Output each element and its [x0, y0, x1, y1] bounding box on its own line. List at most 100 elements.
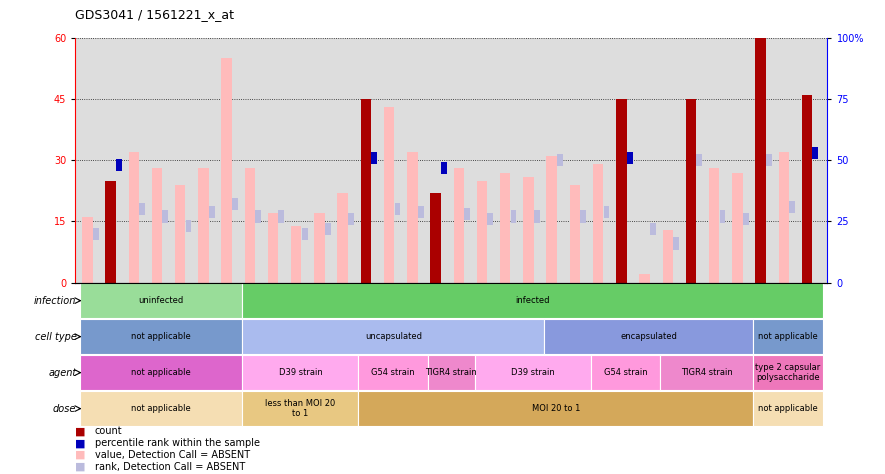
Bar [523, 177, 534, 283]
Bar [325, 223, 331, 235]
Text: less than MOI 20
to 1: less than MOI 20 to 1 [266, 399, 335, 419]
Text: encapsulated: encapsulated [620, 332, 677, 341]
Bar [255, 210, 261, 223]
Bar [151, 168, 162, 283]
Bar [337, 193, 348, 283]
Bar [789, 207, 795, 283]
Text: dose: dose [53, 403, 76, 414]
Bar [766, 160, 772, 283]
Text: ■: ■ [75, 450, 86, 460]
Text: cell type: cell type [35, 332, 76, 342]
Bar [268, 213, 278, 283]
Bar [242, 283, 823, 318]
Bar [372, 158, 377, 283]
Bar [441, 162, 447, 174]
Bar [465, 208, 470, 220]
Bar [696, 160, 702, 283]
Bar [743, 219, 749, 283]
Bar [139, 203, 145, 215]
Bar [743, 213, 749, 225]
Bar [673, 244, 679, 283]
Bar [186, 220, 191, 232]
Bar [534, 217, 540, 283]
Bar [604, 212, 610, 283]
Bar [116, 159, 122, 171]
Bar [660, 356, 753, 390]
Bar [627, 158, 633, 283]
Bar [789, 201, 795, 213]
Bar [511, 210, 517, 223]
Bar [242, 319, 544, 354]
Text: not applicable: not applicable [758, 404, 818, 413]
Text: infection: infection [34, 296, 76, 306]
Bar [593, 164, 604, 283]
Bar [279, 210, 284, 223]
Text: not applicable: not applicable [131, 368, 191, 377]
Bar [604, 206, 610, 218]
Text: percentile rank within the sample: percentile rank within the sample [95, 438, 259, 448]
Bar [639, 274, 650, 283]
Bar [686, 99, 696, 283]
Bar [581, 217, 586, 283]
Bar [616, 99, 627, 283]
Text: infected: infected [515, 296, 550, 305]
Text: rank, Detection Call = ABSENT: rank, Detection Call = ABSENT [95, 462, 245, 472]
Text: agent: agent [48, 368, 76, 378]
Bar [557, 154, 563, 166]
Bar [209, 206, 215, 218]
Bar [82, 218, 93, 283]
Bar [696, 154, 702, 166]
Text: D39 strain: D39 strain [511, 368, 555, 377]
Bar [175, 185, 185, 283]
Bar [361, 99, 371, 283]
Bar [581, 210, 586, 223]
Bar [477, 181, 488, 283]
Text: not applicable: not applicable [131, 332, 191, 341]
Text: TIGR4 strain: TIGR4 strain [681, 368, 733, 377]
Bar [418, 206, 424, 218]
Bar [358, 392, 753, 426]
Text: G54 strain: G54 strain [372, 368, 415, 377]
Bar [511, 217, 517, 283]
Bar [221, 58, 232, 283]
Bar [348, 219, 354, 283]
Bar [590, 356, 660, 390]
Bar [116, 165, 122, 283]
Bar [544, 319, 753, 354]
Bar [255, 217, 261, 283]
Bar [500, 173, 511, 283]
Bar [673, 237, 679, 250]
Bar [93, 228, 98, 240]
Bar [105, 181, 116, 283]
Bar [709, 168, 720, 283]
Bar [348, 213, 354, 225]
Bar [627, 152, 633, 164]
Text: G54 strain: G54 strain [604, 368, 647, 377]
Bar [812, 147, 819, 159]
Bar [488, 213, 493, 225]
Text: ■: ■ [75, 462, 86, 472]
Bar [474, 356, 590, 390]
Bar [325, 229, 331, 283]
Text: GDS3041 / 1561221_x_at: GDS3041 / 1561221_x_at [75, 9, 235, 21]
Bar [663, 229, 673, 283]
Bar [139, 209, 145, 283]
Bar [779, 152, 789, 283]
Bar [428, 356, 474, 390]
Bar [802, 95, 812, 283]
Text: type 2 capsular
polysaccharide: type 2 capsular polysaccharide [756, 363, 820, 383]
Bar [650, 223, 656, 235]
Bar [430, 193, 441, 283]
Bar [720, 210, 726, 223]
Bar [80, 319, 242, 354]
Bar [302, 228, 307, 240]
Bar [93, 234, 98, 283]
Bar [209, 212, 215, 283]
Bar [232, 204, 238, 283]
Bar [291, 226, 302, 283]
Bar [753, 356, 823, 390]
Bar [242, 392, 358, 426]
Bar [753, 392, 823, 426]
Bar [753, 319, 823, 354]
Bar [358, 356, 428, 390]
